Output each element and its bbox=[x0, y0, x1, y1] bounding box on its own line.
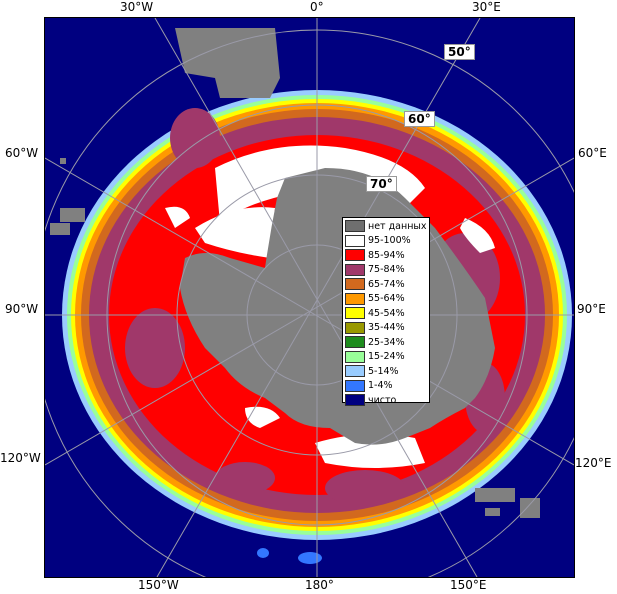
lon-label-120e: 120°E bbox=[575, 456, 612, 470]
lat-label-50: 50° bbox=[444, 44, 475, 60]
no-data-specks-west bbox=[50, 158, 85, 235]
legend-item: 65-74% bbox=[345, 277, 427, 292]
legend-swatch bbox=[345, 350, 365, 363]
legend-item: 5-14% bbox=[345, 364, 427, 379]
legend-label: 65-74% bbox=[368, 278, 405, 290]
legend-item: чисто bbox=[345, 393, 427, 408]
legend-label: 35-44% bbox=[368, 322, 405, 334]
legend-label: 15-24% bbox=[368, 351, 405, 363]
no-data-region-top bbox=[175, 28, 280, 98]
lon-label-0: 0° bbox=[310, 0, 324, 14]
lon-label-30w: 30°W bbox=[120, 0, 154, 14]
lat-label-70: 70° bbox=[366, 176, 397, 192]
legend-item: нет данных bbox=[345, 219, 427, 234]
legend-swatch bbox=[345, 249, 365, 262]
legend-item: 55-64% bbox=[345, 292, 427, 307]
no-data-specks bbox=[475, 488, 540, 518]
legend-swatch bbox=[345, 379, 365, 392]
sea-ice-map bbox=[44, 17, 575, 578]
lon-label-180: 180° bbox=[305, 578, 334, 592]
legend-swatch bbox=[345, 292, 365, 305]
legend-item: 35-44% bbox=[345, 321, 427, 336]
lat-label-60: 60° bbox=[404, 111, 435, 127]
legend-label: 55-64% bbox=[368, 293, 405, 305]
legend-label: 45-54% bbox=[368, 307, 405, 319]
legend-item: 85-94% bbox=[345, 248, 427, 263]
legend-item: 95-100% bbox=[345, 234, 427, 249]
legend-swatch bbox=[345, 336, 365, 349]
legend-swatch bbox=[345, 263, 365, 276]
legend-label: нет данных bbox=[368, 220, 427, 232]
legend-swatch bbox=[345, 365, 365, 378]
lon-label-60e: 60°E bbox=[578, 146, 607, 160]
legend-label: чисто bbox=[368, 394, 397, 406]
legend-label: 5-14% bbox=[368, 365, 399, 377]
legend-label: 85-94% bbox=[368, 249, 405, 261]
legend-swatch bbox=[345, 220, 365, 233]
legend-swatch bbox=[345, 278, 365, 291]
lon-label-60w: 60°W bbox=[5, 146, 39, 160]
lon-label-90e: 90°E bbox=[577, 302, 606, 316]
lon-label-30e: 30°E bbox=[472, 0, 501, 14]
ice-patch-bottom bbox=[257, 548, 322, 564]
legend-label: 75-84% bbox=[368, 264, 405, 276]
legend-swatch bbox=[345, 394, 365, 407]
legend-swatch bbox=[345, 321, 365, 334]
concentration-legend: нет данных 95-100% 85-94% 75-84% 65-74% 55-64… bbox=[342, 217, 430, 407]
lon-label-120w: 120°W bbox=[0, 451, 41, 465]
legend-label: 25-34% bbox=[368, 336, 405, 348]
legend-item: 75-84% bbox=[345, 263, 427, 278]
legend-swatch bbox=[345, 307, 365, 320]
legend-label: 95-100% bbox=[368, 235, 411, 247]
legend-item: 45-54% bbox=[345, 306, 427, 321]
meridian-60e-120w bbox=[45, 157, 574, 466]
sea-ice-concentration-map bbox=[45, 18, 574, 577]
legend-item: 1-4% bbox=[345, 379, 427, 394]
lon-label-150e: 150°E bbox=[450, 578, 487, 592]
legend-label: 1-4% bbox=[368, 380, 393, 392]
meridian-30w-150e bbox=[154, 18, 478, 577]
legend-rows: нет данных 95-100% 85-94% 75-84% 65-74% 55-64… bbox=[345, 219, 427, 408]
legend-swatch bbox=[345, 234, 365, 247]
lon-label-150w: 150°W bbox=[138, 578, 179, 592]
lon-label-90w: 90°W bbox=[5, 302, 39, 316]
legend-item: 25-34% bbox=[345, 335, 427, 350]
legend-item: 15-24% bbox=[345, 350, 427, 365]
